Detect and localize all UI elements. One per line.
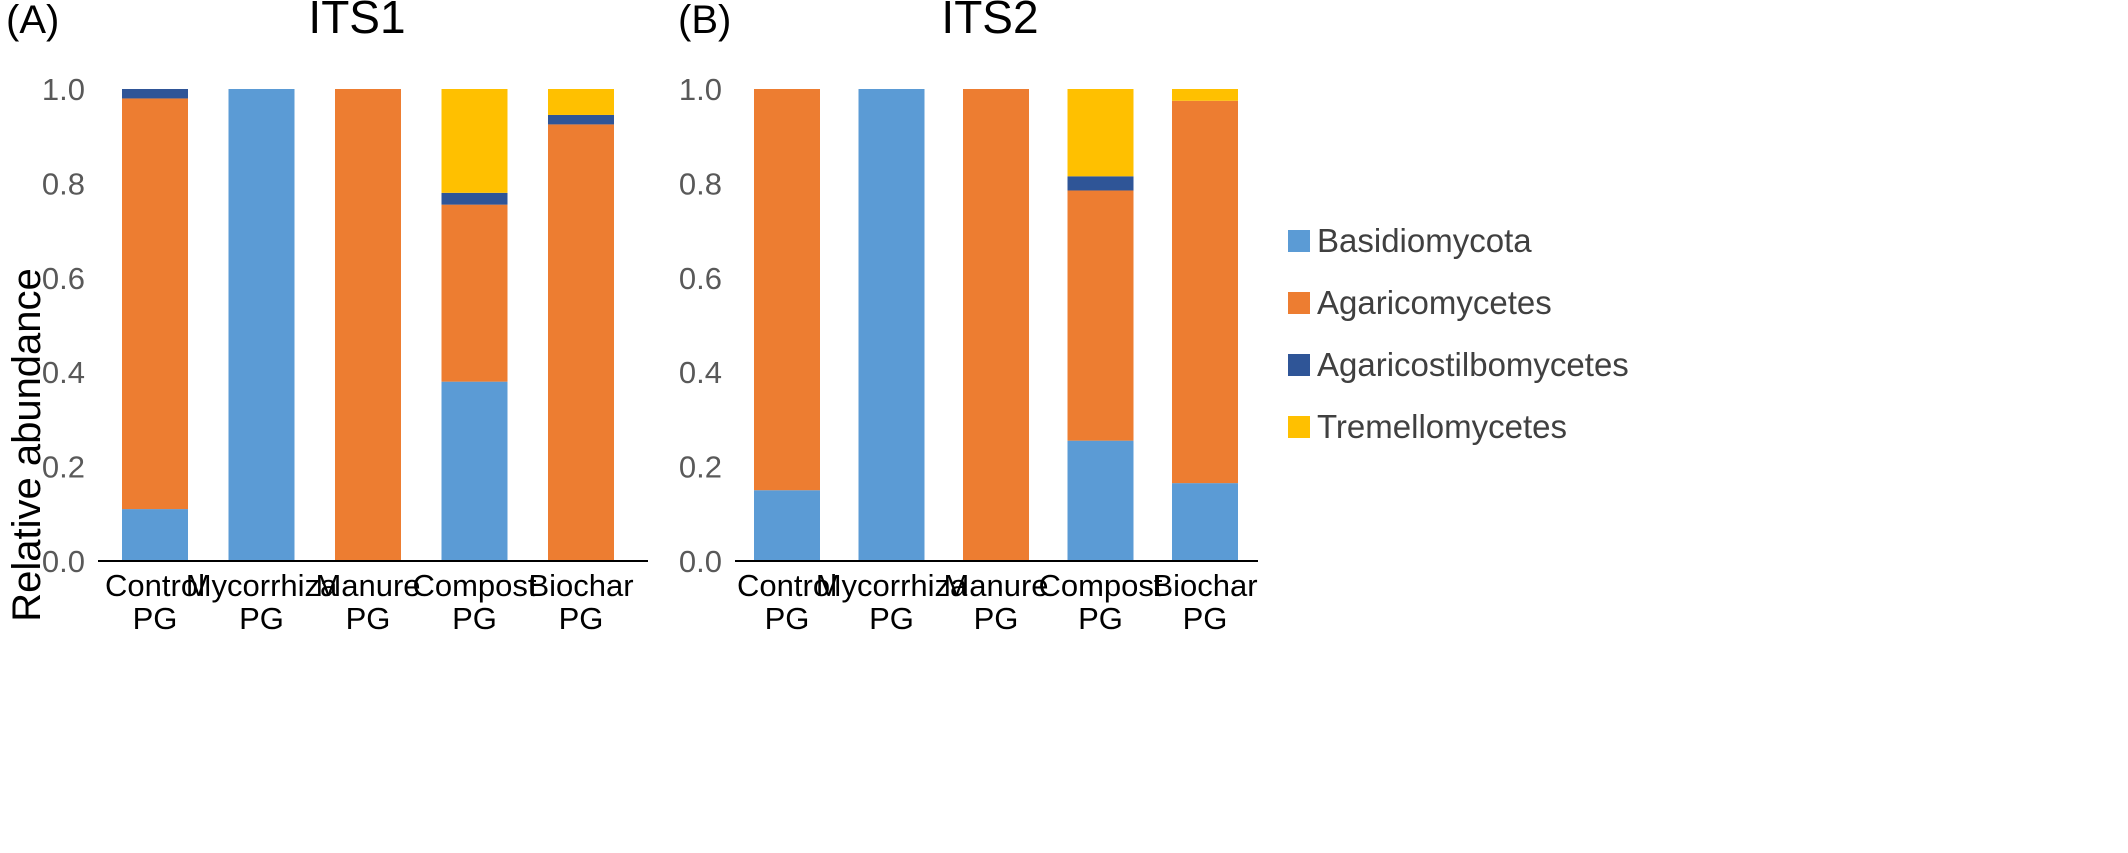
y-tick-label: 0.4 xyxy=(42,355,85,390)
y-tick-label: 0.0 xyxy=(679,544,722,579)
bar-segment-tremellomycetes xyxy=(441,89,508,193)
bar-segment-agaricomycetes xyxy=(548,124,614,562)
bar-segment-agaricomycetes xyxy=(754,89,820,491)
x-tick-label: Mycorrhiza xyxy=(186,568,338,603)
x-tick-label: Compost xyxy=(412,568,536,603)
y-tick-label: 1.0 xyxy=(42,72,85,107)
x-tick-label: PG xyxy=(559,601,604,636)
legend-label: Agaricomycetes xyxy=(1317,284,1552,321)
legend-label: Basidiomycota xyxy=(1317,222,1532,259)
bar-segment-tremellomycetes xyxy=(1067,89,1134,177)
panel-its1: (A) ITS10.00.20.40.60.81.0ControlPGMycorr… xyxy=(6,0,648,636)
y-tick-label: 0.0 xyxy=(42,544,85,579)
x-tick-label: PG xyxy=(1183,601,1228,636)
y-tick-label: 0.8 xyxy=(679,166,722,201)
panel-its2: (B) ITS20.00.20.40.60.81.0ControlPGMycorr… xyxy=(678,0,1258,636)
bar-segment-tremellomycetes xyxy=(1172,89,1238,101)
x-tick-label: Control xyxy=(737,568,837,603)
y-tick-label: 1.0 xyxy=(679,72,722,107)
bar-segment-agaricostilbomycetes xyxy=(441,192,508,205)
x-tick-label: Biochar xyxy=(528,568,633,603)
legend-swatch xyxy=(1288,416,1310,438)
x-tick-label: PG xyxy=(765,601,810,636)
bar-segment-basidiomycota xyxy=(1067,440,1134,561)
x-tick-label: Manure xyxy=(943,568,1048,603)
legend-swatch xyxy=(1288,230,1310,252)
bar-segment-agaricomycetes xyxy=(1067,190,1134,441)
y-tick-label: 0.2 xyxy=(679,450,722,485)
x-tick-label: Mycorrhiza xyxy=(816,568,968,603)
bar-segment-basidiomycota xyxy=(122,509,188,561)
bar-segment-basidiomycota xyxy=(1172,483,1238,561)
x-tick-label: Control xyxy=(105,568,205,603)
y-tick-label: 0.6 xyxy=(42,261,85,296)
y-tick-label: 0.2 xyxy=(42,450,85,485)
x-tick-label: Manure xyxy=(315,568,420,603)
panel-title: ITS1 xyxy=(308,0,405,43)
y-tick-label: 0.8 xyxy=(42,166,85,201)
bar-segment-agaricostilbomycetes xyxy=(548,114,614,125)
x-tick-label: PG xyxy=(974,601,1019,636)
x-tick-label: PG xyxy=(1078,601,1123,636)
x-tick-label: PG xyxy=(869,601,914,636)
bar-segment-tremellomycetes xyxy=(548,89,614,115)
x-tick-label: Biochar xyxy=(1152,568,1257,603)
legend-swatch xyxy=(1288,292,1310,314)
x-tick-label: Compost xyxy=(1038,568,1162,603)
x-tick-label: PG xyxy=(452,601,497,636)
x-tick-label: PG xyxy=(239,601,284,636)
legend-label: Tremellomycetes xyxy=(1317,408,1567,445)
bar-segment-agaricomycetes xyxy=(335,89,401,561)
legend: Basidiomycota Agaricomycetes Agaricostilbo… xyxy=(1288,222,1629,445)
legend-label: Agaricostilbomycetes xyxy=(1317,346,1629,383)
y-tick-label: 0.4 xyxy=(679,355,722,390)
panel-title: ITS2 xyxy=(941,0,1038,43)
legend-swatch xyxy=(1288,354,1310,376)
bar-segment-basidiomycota xyxy=(858,89,925,561)
x-tick-label: PG xyxy=(133,601,178,636)
bar-segment-agaricomycetes xyxy=(441,204,508,382)
bar-segment-agaricomycetes xyxy=(1172,100,1238,484)
bar-segment-basidiomycota xyxy=(228,89,295,561)
bar-segment-agaricomycetes xyxy=(122,98,188,510)
panel-label: (B) xyxy=(678,0,731,42)
x-tick-label: PG xyxy=(346,601,391,636)
y-tick-label: 0.6 xyxy=(679,261,722,296)
y-axis-label: Relative abundance xyxy=(5,268,49,622)
bar-segment-agaricostilbomycetes xyxy=(122,89,188,99)
bar-segment-basidiomycota xyxy=(441,381,508,561)
bar-segment-agaricostilbomycetes xyxy=(1067,176,1134,191)
bar-segment-basidiomycota xyxy=(754,490,820,561)
panel-label: (A) xyxy=(6,0,59,42)
bar-segment-agaricomycetes xyxy=(963,89,1029,561)
